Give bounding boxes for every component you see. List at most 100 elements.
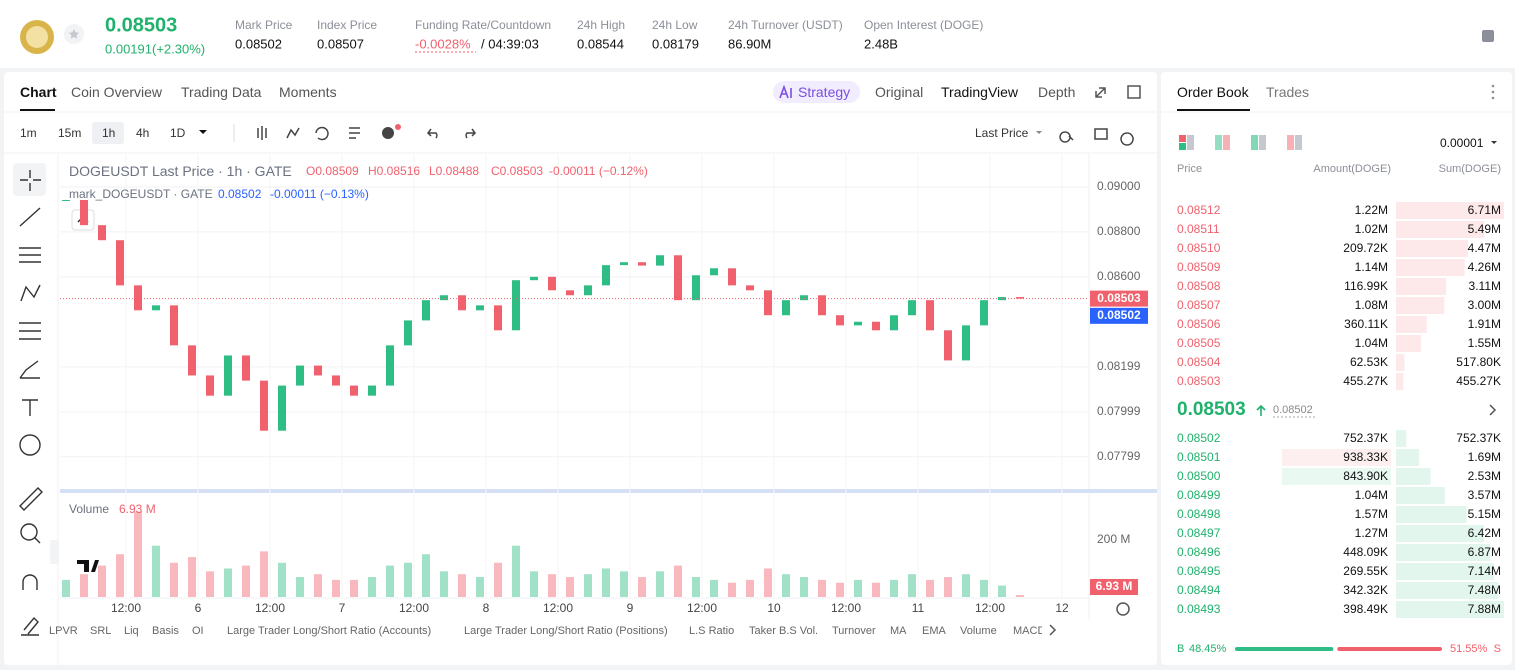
row-highlight (1282, 468, 1391, 485)
book-amount: 1.27M (1354, 526, 1388, 540)
candle-body (620, 262, 628, 266)
indicator[interactable]: Large Trader Long/Short Ratio (Accounts) (227, 625, 432, 637)
depth-bar (1396, 240, 1468, 257)
indicator[interactable]: Liq (124, 625, 139, 637)
depth-bar (1396, 316, 1427, 333)
indicator[interactable]: Taker B.S Vol. (749, 625, 819, 637)
x-tick-label: 8 (483, 601, 490, 615)
chart-tab[interactable]: Trading Data (181, 84, 262, 100)
view-tab[interactable]: Strategy (798, 84, 851, 100)
scroll-right[interactable] (1049, 624, 1057, 636)
book-amount: 342.32K (1343, 583, 1388, 597)
volume-bar (188, 557, 196, 597)
indicator[interactable]: Turnover (832, 625, 876, 637)
book-price: 0.08498 (1177, 507, 1221, 521)
volume-bar (278, 562, 286, 597)
toolbar-icons[interactable] (257, 126, 1134, 146)
indicator[interactable]: MA (890, 625, 907, 637)
strategy-pill[interactable] (773, 81, 860, 103)
volume-bar (836, 582, 844, 597)
volume-bar (206, 571, 214, 597)
candle-body (1016, 297, 1024, 299)
chart-title: DOGEUSDT Last Price · 1h · GATE (69, 163, 292, 179)
volume-bar (818, 579, 826, 597)
chart-tab[interactable]: Moments (279, 84, 337, 100)
x-tick-label: 11 (912, 601, 925, 615)
candle-body (890, 315, 898, 331)
pane-separator[interactable] (60, 489, 1157, 493)
interval[interactable]: 1m (20, 126, 37, 140)
chart-tab[interactable]: Coin Overview (71, 84, 163, 100)
indicator[interactable]: OI (192, 625, 204, 637)
depth-bar (1396, 430, 1407, 447)
mark-change: -0.00011 (−0.13%) (270, 187, 369, 201)
volume-bar (512, 545, 520, 597)
settings-icon[interactable] (1116, 602, 1130, 616)
book-tab[interactable]: Order Book (1177, 84, 1249, 100)
interval[interactable]: 1h (102, 126, 116, 140)
candle-body (80, 199, 88, 226)
book-sum: 2.53M (1467, 469, 1501, 483)
volume-bar (404, 562, 412, 597)
candle-body (332, 375, 340, 386)
fullscreen-icon[interactable] (1095, 87, 1106, 98)
more-icon[interactable] (1491, 84, 1495, 100)
depth-bar (1396, 278, 1447, 295)
price-step[interactable]: 0.00001 (1440, 136, 1484, 150)
candle-body (656, 255, 664, 266)
y-tick-label: 0.07799 (1097, 449, 1141, 463)
volume-bar (386, 565, 394, 597)
window-icon[interactable] (1127, 85, 1141, 99)
view-tab[interactable]: TradingView (941, 84, 1019, 100)
volume-bar (332, 579, 340, 597)
caret (1491, 141, 1497, 144)
view-tab[interactable]: Depth (1038, 84, 1076, 100)
indicator[interactable]: Basis (152, 625, 179, 637)
volume-bar (620, 571, 628, 597)
book-sum: 517.80K (1456, 355, 1501, 369)
volume-bar (98, 565, 106, 597)
x-tick-label: 12 (1055, 601, 1069, 615)
book-sum: 5.15M (1467, 507, 1501, 521)
indicator[interactable]: L.S Ratio (689, 625, 735, 637)
volume-bar (800, 577, 808, 597)
add-indicator-icon[interactable] (382, 127, 394, 139)
indicator[interactable]: Large Trader Long/Short Ratio (Positions… (464, 625, 668, 637)
book-sum: 1.69M (1467, 450, 1501, 464)
volume-bar (566, 577, 574, 597)
chart-tab[interactable]: Chart (20, 84, 57, 100)
volume-bar (224, 568, 232, 597)
interval[interactable]: 1D (170, 126, 186, 140)
indicator[interactable]: EMA (922, 625, 946, 637)
book-price: 0.08493 (1177, 602, 1221, 616)
interval[interactable]: 15m (58, 126, 82, 140)
indicator[interactable]: LPVR (49, 625, 78, 637)
side-toggle[interactable] (50, 540, 59, 564)
depth-bar (1396, 506, 1467, 523)
book-price: 0.08496 (1177, 545, 1221, 559)
view-tab[interactable]: Original (875, 84, 924, 100)
book-tab[interactable]: Trades (1266, 84, 1310, 100)
stat-value: 0.08179 (652, 36, 699, 52)
candle-body (800, 295, 808, 301)
book-layout-icons[interactable] (1179, 135, 1302, 150)
indicator[interactable]: MACD (1013, 625, 1042, 637)
indicator[interactable]: SRL (90, 625, 112, 637)
price-change: 0.00191(+2.30%) (105, 41, 206, 57)
stat-label: 24h Turnover (USDT) (728, 18, 843, 32)
indicator[interactable]: Volume (960, 625, 997, 637)
candle-body (494, 305, 502, 331)
drawing-tools[interactable] (19, 170, 43, 636)
menu-icon[interactable] (1482, 30, 1494, 42)
stat-label: Mark Price (235, 18, 293, 32)
candle-body (854, 321, 862, 326)
volume-bar (494, 562, 502, 597)
x-tick-label: 12:00 (111, 601, 141, 615)
x-tick-label: 12:00 (975, 601, 1005, 615)
volume-bar (926, 579, 934, 597)
price-type[interactable]: Last Price (975, 126, 1029, 140)
chevron[interactable] (1489, 404, 1497, 416)
interval[interactable]: 4h (136, 126, 150, 140)
volume-axis-label: 6.93 M (1096, 579, 1133, 593)
